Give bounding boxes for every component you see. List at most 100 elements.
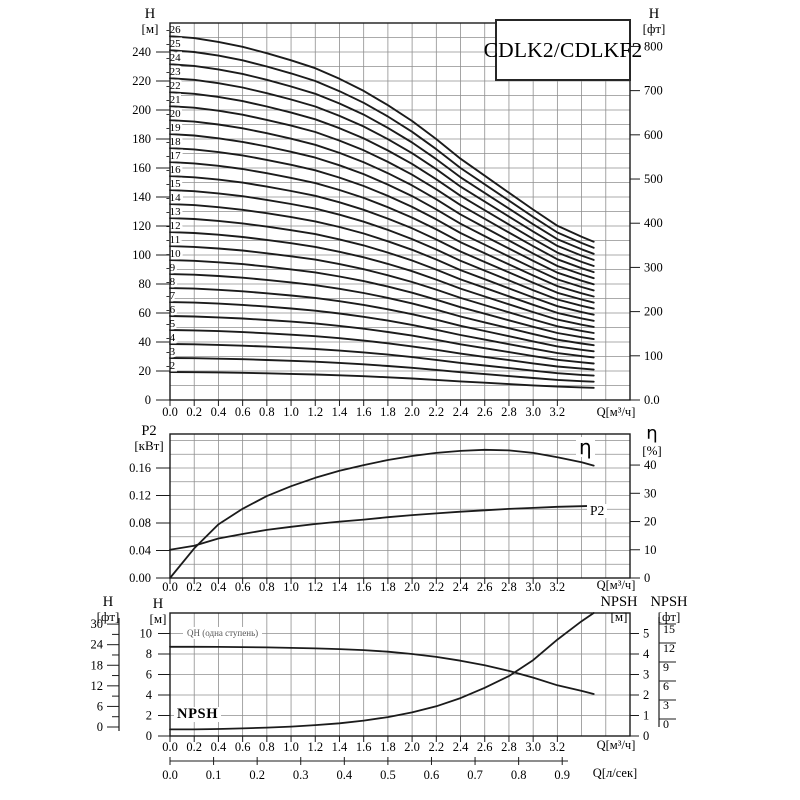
svg-text:10: 10: [140, 627, 153, 641]
svg-text:0.2: 0.2: [186, 740, 202, 754]
axis-unit: [фт]: [642, 21, 666, 37]
head-axes: 0 20 40 60 80 100 120 140 160 180 200 220 240 0.0 100 2…: [132, 39, 663, 419]
svg-text:3.0: 3.0: [525, 740, 541, 754]
svg-text:40: 40: [644, 458, 657, 472]
svg-text:1.2: 1.2: [307, 740, 323, 754]
svg-text:6: 6: [97, 699, 103, 713]
axis-name: NPSH: [650, 594, 688, 610]
svg-text:4: 4: [643, 647, 650, 661]
chart-title-box: CDLK2/CDLKF2: [484, 19, 642, 81]
head-curve--25: [169, 49, 595, 249]
axis-unit: [%]: [642, 443, 662, 459]
svg-text:-15: -15: [166, 178, 181, 190]
head-curve--10: [169, 259, 595, 341]
head-curve--22: [169, 91, 595, 267]
svg-text:1: 1: [643, 709, 649, 723]
axis-unit: [фт]: [657, 609, 681, 625]
svg-text:2.8: 2.8: [501, 740, 517, 754]
head-curve--2: [169, 371, 595, 389]
svg-text:800: 800: [644, 39, 663, 53]
svg-text:0.5: 0.5: [380, 768, 396, 782]
svg-text:1.8: 1.8: [380, 580, 396, 594]
svg-text:4: 4: [146, 688, 153, 702]
chart-title: CDLK2/CDLKF2: [483, 37, 643, 62]
head-curve--7: [169, 301, 595, 359]
svg-text:240: 240: [132, 45, 151, 59]
svg-text:0.0: 0.0: [162, 740, 178, 754]
svg-text:100: 100: [132, 248, 151, 262]
svg-text:0: 0: [643, 729, 649, 743]
svg-text:-5: -5: [166, 318, 176, 330]
svg-text:-13: -13: [166, 206, 181, 218]
svg-text:-6: -6: [166, 304, 176, 316]
efficiency-curve-label: η: [576, 437, 595, 457]
svg-text:0.6: 0.6: [235, 740, 251, 754]
svg-text:2.6: 2.6: [477, 405, 493, 419]
series-eta: [169, 448, 595, 579]
svg-text:0.0: 0.0: [162, 768, 178, 782]
svg-text:120: 120: [132, 219, 151, 233]
svg-text:1.6: 1.6: [356, 405, 372, 419]
qh-legend-label: QH (одна ступень): [183, 627, 263, 639]
svg-text:3.0: 3.0: [525, 405, 541, 419]
svg-text:-22: -22: [166, 80, 181, 92]
svg-text:0.1: 0.1: [206, 768, 222, 782]
svg-text:-16: -16: [166, 164, 181, 176]
head-curve--18: [169, 147, 595, 292]
svg-text:2.8: 2.8: [501, 405, 517, 419]
svg-text:0.2: 0.2: [249, 768, 265, 782]
head-curve--15: [169, 189, 595, 310]
axis-name: NPSH: [600, 594, 638, 610]
power-efficiency-chart: 0.00 0.04 0.08 0.12 0.16 0 10 20 30 40 0.0 0.2 0.4 0.…: [129, 433, 657, 594]
head-x-axis-label: Q[м³/ч]: [596, 405, 636, 419]
head-curves: [169, 35, 595, 389]
axis-unit: [м]: [610, 609, 628, 625]
head-curve--4: [169, 343, 595, 377]
svg-text:1.8: 1.8: [380, 740, 396, 754]
svg-text:0: 0: [97, 720, 103, 734]
svg-text:1.2: 1.2: [307, 580, 323, 594]
svg-text:-3: -3: [166, 346, 176, 358]
svg-text:300: 300: [644, 260, 663, 274]
svg-text:0.8: 0.8: [511, 768, 527, 782]
svg-text:3: 3: [643, 668, 649, 682]
qh-x-axis-label: Q[м³/ч]: [596, 738, 636, 752]
head-curve--12: [169, 231, 595, 328]
svg-text:30: 30: [91, 617, 104, 631]
svg-text:0.2: 0.2: [186, 405, 202, 419]
efficiency-right-axis-header: η [%]: [628, 423, 676, 459]
svg-text:3: 3: [663, 698, 669, 712]
svg-text:-24: -24: [166, 52, 181, 64]
svg-text:0.8: 0.8: [259, 740, 275, 754]
svg-text:-18: -18: [166, 136, 181, 148]
axis-unit: [м]: [141, 21, 159, 37]
svg-text:15: 15: [663, 622, 675, 636]
svg-text:12: 12: [91, 679, 104, 693]
svg-text:0.2: 0.2: [186, 580, 202, 594]
svg-text:0.7: 0.7: [467, 768, 483, 782]
svg-text:1.8: 1.8: [380, 405, 396, 419]
svg-text:2.6: 2.6: [477, 580, 493, 594]
axis-name: P2: [141, 423, 157, 439]
svg-text:5: 5: [643, 627, 649, 641]
svg-text:0.6: 0.6: [235, 580, 251, 594]
svg-text:0.8: 0.8: [259, 405, 275, 419]
svg-text:0: 0: [145, 393, 151, 407]
svg-text:3.2: 3.2: [550, 580, 566, 594]
svg-text:1.6: 1.6: [356, 740, 372, 754]
svg-text:0.16: 0.16: [129, 461, 151, 475]
power-x-axis-label: Q[м³/ч]: [596, 578, 636, 592]
svg-text:18: 18: [91, 658, 104, 672]
svg-text:2.6: 2.6: [477, 740, 493, 754]
svg-text:0.0: 0.0: [162, 405, 178, 419]
svg-text:1.0: 1.0: [283, 740, 299, 754]
svg-text:12: 12: [663, 641, 675, 655]
qh-farleft-axis-header: H [фт]: [84, 594, 132, 625]
svg-text:3.2: 3.2: [550, 740, 566, 754]
svg-text:0.4: 0.4: [337, 768, 353, 782]
svg-text:10: 10: [644, 543, 657, 557]
axis-unit: [кВт]: [134, 438, 164, 454]
svg-text:9: 9: [663, 660, 669, 674]
